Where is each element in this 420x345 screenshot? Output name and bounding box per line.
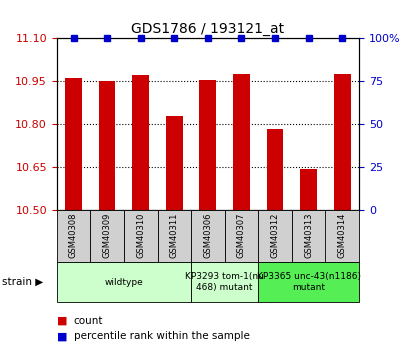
Text: percentile rank within the sample: percentile rank within the sample [74, 332, 249, 341]
Text: GSM40310: GSM40310 [136, 213, 145, 258]
Bar [124, 210, 158, 262]
Text: wildtype: wildtype [105, 277, 143, 287]
Bar [132, 75, 149, 210]
Bar [99, 81, 116, 210]
Text: GSM40308: GSM40308 [69, 213, 78, 258]
Bar [166, 116, 183, 210]
Bar [200, 80, 216, 210]
Bar [57, 210, 90, 262]
Text: GSM40312: GSM40312 [270, 213, 280, 258]
Text: GSM40306: GSM40306 [203, 213, 213, 258]
Bar [267, 128, 284, 210]
Bar [258, 210, 292, 262]
Text: GSM40307: GSM40307 [237, 213, 246, 258]
Bar [225, 210, 258, 262]
Bar [191, 210, 225, 262]
Bar [292, 210, 326, 262]
Title: GDS1786 / 193121_at: GDS1786 / 193121_at [131, 21, 284, 36]
Text: count: count [74, 316, 103, 326]
Bar [258, 262, 359, 302]
Bar [300, 169, 317, 210]
Bar [65, 78, 82, 210]
Text: GSM40314: GSM40314 [338, 213, 347, 258]
Text: ■: ■ [57, 332, 67, 341]
Bar [334, 74, 351, 210]
Text: GSM40313: GSM40313 [304, 213, 313, 258]
Bar [90, 210, 124, 262]
Bar [233, 74, 250, 210]
Text: ■: ■ [57, 316, 67, 326]
Text: KP3293 tom-1(nu
468) mutant: KP3293 tom-1(nu 468) mutant [185, 272, 264, 292]
Bar [57, 262, 191, 302]
Bar [158, 210, 191, 262]
Text: KP3365 unc-43(n1186)
mutant: KP3365 unc-43(n1186) mutant [257, 272, 361, 292]
Text: strain ▶: strain ▶ [2, 277, 43, 287]
Bar [326, 210, 359, 262]
Bar [191, 262, 258, 302]
Text: GSM40309: GSM40309 [102, 213, 112, 258]
Text: GSM40311: GSM40311 [170, 213, 179, 258]
